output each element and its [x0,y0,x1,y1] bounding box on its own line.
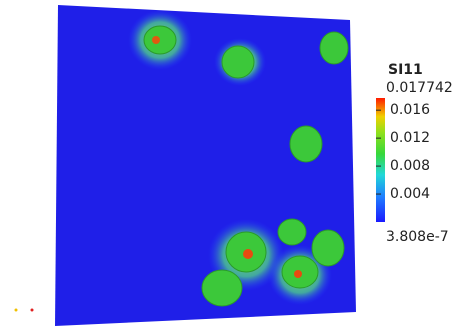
grain [278,219,306,245]
grain [202,270,242,306]
axis-dot [15,309,18,312]
colorbar-tick-label: 0.008 [390,158,430,174]
hotspot [243,249,253,259]
grain [312,230,344,266]
grain [222,46,254,78]
colorbar-gradient [376,98,385,222]
grain [290,126,322,162]
hotspot [294,270,302,278]
hotspot [152,36,160,44]
grain [320,32,348,64]
colorbar-min: 3.808e-7 [386,229,449,245]
colorbar-title: SI11 [388,62,423,78]
colorbar-tick-label: 0.004 [390,186,430,202]
colorbar-tick-label: 0.016 [390,102,430,118]
axis-dot [31,309,34,312]
colorbar-tick-label: 0.012 [390,130,430,146]
colorbar-max: 0.017742 [386,80,453,96]
scene [15,5,357,326]
viewport: SI11 0.017742 3.808e-7 0.016 0.012 0.008 0.00… [0,0,468,326]
